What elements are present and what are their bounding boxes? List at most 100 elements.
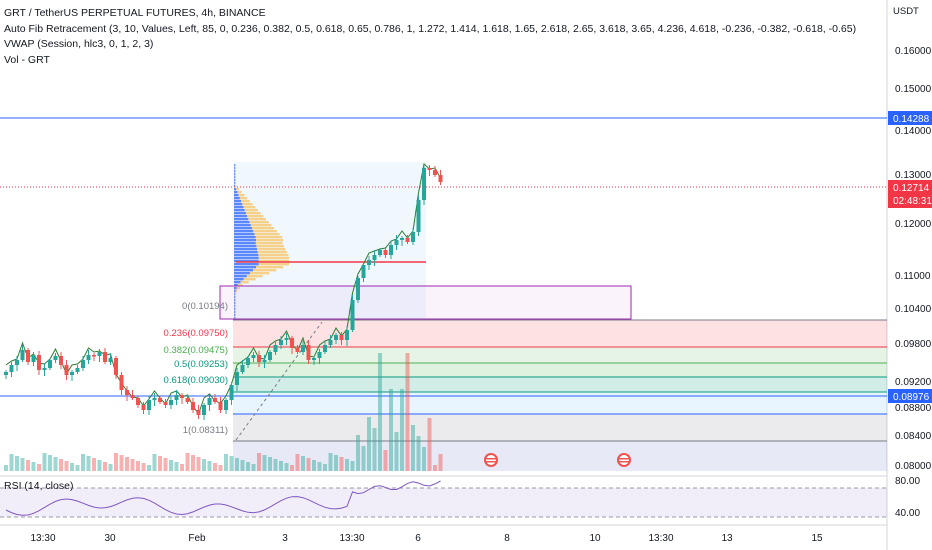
volume-profile-row bbox=[234, 173, 235, 176]
candle-body bbox=[361, 265, 366, 278]
candle-body bbox=[163, 402, 168, 405]
volume-bar bbox=[240, 460, 245, 471]
volume-bar bbox=[70, 463, 74, 471]
price-tag-lower-line[interactable]: 0.08976 bbox=[888, 389, 932, 403]
volume-profile-row bbox=[234, 308, 236, 311]
fib-zone-0618-0786 bbox=[233, 392, 887, 414]
price-tag-current[interactable]: 0.12714 02:48:31 bbox=[888, 180, 932, 208]
volume-bar bbox=[361, 446, 366, 471]
fib-zone-below bbox=[233, 441, 887, 471]
volume-indicator-label[interactable]: Vol - GRT bbox=[4, 53, 50, 66]
drawn-rectangle[interactable] bbox=[219, 285, 632, 320]
time-tick: Feb bbox=[188, 533, 206, 544]
volume-bar bbox=[246, 462, 250, 471]
volume-profile-row bbox=[238, 194, 245, 197]
volume-bar bbox=[9, 454, 14, 471]
candle-body bbox=[196, 410, 201, 415]
candle-body bbox=[108, 358, 113, 362]
volume-bar bbox=[317, 462, 322, 471]
candle-body bbox=[147, 400, 151, 410]
candle-body bbox=[125, 390, 129, 395]
fib-label-05: 0.5(0.09253) bbox=[174, 359, 228, 370]
vwap-indicator-label[interactable]: VWAP (Session, hlc3, 0, 1, 2, 3) bbox=[4, 38, 154, 50]
candle-body bbox=[75, 368, 80, 372]
volume-bars bbox=[4, 353, 443, 471]
volume-profile-row bbox=[234, 221, 250, 224]
price-axis-ticks[interactable]: 0.16000 0.15000 0.14000 0.13000 0.12000 … bbox=[895, 46, 932, 472]
candle-body bbox=[422, 168, 426, 200]
volume-profile-row bbox=[244, 209, 258, 212]
candle-body bbox=[9, 365, 14, 372]
fib-trend-line[interactable] bbox=[235, 321, 323, 441]
candle-body bbox=[97, 352, 102, 356]
volume-bar bbox=[422, 447, 426, 471]
chart-legend: GRT / TetherUS PERPETUAL FUTURES, 4h, BI… bbox=[4, 6, 856, 68]
volume-profile-row bbox=[247, 215, 264, 218]
volume-profile-row bbox=[234, 200, 242, 203]
candle-body bbox=[229, 385, 234, 400]
volume-profile-row bbox=[234, 296, 236, 299]
volume-bar bbox=[290, 465, 294, 471]
price-tag-upper-line[interactable]: 0.14288 bbox=[888, 111, 932, 125]
volume-profile-row bbox=[234, 248, 258, 251]
volume-profile-row bbox=[234, 299, 236, 302]
volume-profile-row bbox=[234, 218, 249, 221]
rsi-legend-label[interactable]: RSI (14, close) bbox=[4, 480, 73, 492]
symbol-title[interactable]: GRT / TetherUS PERPETUAL FUTURES, 4h, BI… bbox=[4, 7, 266, 19]
volume-bar bbox=[130, 459, 135, 471]
candle-body bbox=[251, 355, 256, 358]
volume-profile-row bbox=[234, 182, 236, 185]
price-tag-text: 0.12714 bbox=[893, 183, 930, 194]
time-tick: 13:30 bbox=[339, 533, 364, 544]
fib-label-0236: 0.236(0.09750) bbox=[164, 328, 228, 339]
volume-bar bbox=[169, 460, 173, 471]
price-axis-currency: USDT bbox=[893, 6, 919, 17]
fib-label-0: 0(0.10194) bbox=[182, 301, 228, 312]
volume-profile-row bbox=[234, 281, 241, 284]
volume-profile-row bbox=[234, 191, 238, 194]
candle-body bbox=[246, 358, 250, 365]
volume-bar bbox=[92, 458, 96, 471]
candle-body bbox=[53, 356, 58, 360]
volume-profile-row bbox=[234, 272, 250, 275]
volume-profile-row bbox=[257, 248, 286, 251]
volume-profile-row bbox=[234, 242, 256, 245]
volume-profile-row bbox=[234, 314, 235, 317]
volume-bar bbox=[185, 453, 190, 471]
volume-bar bbox=[64, 461, 69, 471]
volume-bar bbox=[141, 463, 146, 471]
price-tick: 0.15000 bbox=[895, 84, 932, 95]
volume-profile-row bbox=[234, 293, 236, 296]
volume-bar bbox=[334, 455, 338, 471]
candle-body bbox=[4, 372, 8, 375]
volume-bar bbox=[312, 460, 316, 471]
volume-profile-row bbox=[234, 167, 236, 170]
volume-profile-row bbox=[234, 224, 251, 227]
volume-bar bbox=[207, 461, 212, 471]
candle-body bbox=[416, 200, 421, 232]
economic-event-icon-2[interactable] bbox=[617, 453, 631, 467]
volume-profile-row bbox=[234, 170, 236, 173]
volume-bar bbox=[427, 418, 432, 471]
price-tick: 0.08000 bbox=[895, 461, 932, 472]
volume-profile-row bbox=[239, 197, 248, 200]
candle-body bbox=[400, 238, 404, 240]
volume-bar bbox=[394, 432, 399, 471]
volume-profile-row bbox=[234, 197, 240, 200]
fib-indicator-label[interactable]: Auto Fib Retracement (3, 10, Values, Lef… bbox=[4, 22, 857, 35]
candle-body bbox=[378, 250, 382, 255]
fib-zone-0236-0382 bbox=[233, 347, 887, 363]
time-axis[interactable]: 13:30 30 Feb 3 13:30 6 8 10 13:30 13 15 bbox=[30, 533, 823, 544]
volume-profile-row bbox=[243, 278, 256, 281]
volume-profile-row bbox=[255, 236, 283, 239]
candle-body bbox=[20, 350, 25, 360]
candle-body bbox=[257, 355, 261, 362]
volume-bar bbox=[301, 456, 305, 471]
volume-bar bbox=[163, 458, 168, 471]
candle-body bbox=[213, 398, 217, 402]
volume-profile-row bbox=[234, 254, 259, 257]
volume-profile-row bbox=[234, 179, 236, 182]
economic-event-icon-1[interactable] bbox=[484, 453, 498, 467]
volume-profile-row bbox=[234, 206, 244, 209]
